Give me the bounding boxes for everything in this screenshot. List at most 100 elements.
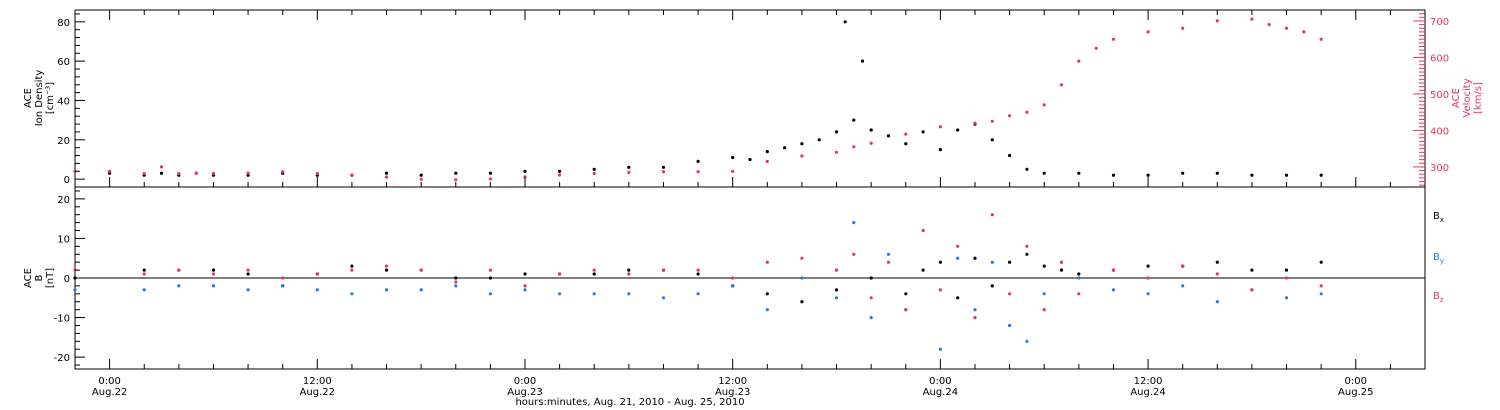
- bz-point: [315, 272, 319, 276]
- bz-point: [281, 276, 285, 280]
- magnetic-tick-label: -20: [54, 353, 70, 364]
- bz-point: [1077, 292, 1081, 296]
- velocity-tick-label: 500: [1430, 90, 1449, 101]
- velocity-point: [661, 170, 666, 174]
- velocity-point: [1215, 19, 1219, 23]
- velocity-point: [1077, 59, 1081, 63]
- by-point: [73, 288, 77, 292]
- density-point: [1284, 173, 1289, 177]
- density-point: [454, 171, 458, 175]
- bz-point: [973, 316, 977, 320]
- density-point: [384, 171, 389, 175]
- by-point: [1215, 300, 1219, 304]
- by-point: [419, 288, 423, 292]
- by-point: [592, 292, 596, 296]
- velocity-point: [938, 125, 943, 129]
- density-point: [886, 134, 891, 138]
- bz-point: [488, 268, 492, 272]
- velocity-point: [1181, 26, 1185, 30]
- velocity-axis-title-line-2: Velocity: [1462, 78, 1473, 117]
- density-point: [592, 167, 596, 171]
- density-tick-label: 40: [57, 96, 70, 107]
- bx-point: [765, 292, 769, 296]
- density-point: [488, 171, 492, 175]
- velocity-point: [1094, 46, 1098, 50]
- velocity-point: [315, 171, 319, 176]
- velocity-point: [281, 170, 285, 174]
- bx-point: [938, 260, 943, 264]
- magnetic-tick-label: -10: [54, 314, 70, 325]
- by-point: [350, 292, 354, 296]
- density-point: [1025, 167, 1029, 171]
- bz-point: [1215, 272, 1219, 276]
- velocity-point: [488, 177, 492, 181]
- legend-bx: Bx: [1433, 211, 1444, 224]
- date-tick-label: Aug.23: [715, 387, 750, 398]
- velocity-point: [558, 173, 562, 177]
- velocity-point: [108, 169, 112, 173]
- bz-point: [921, 228, 925, 233]
- by-point: [731, 284, 735, 288]
- density-point: [1008, 153, 1012, 158]
- velocity-point: [869, 141, 873, 145]
- velocity-point: [159, 165, 164, 169]
- bx-point: [869, 276, 873, 280]
- velocity-tick-label: 400: [1430, 126, 1449, 137]
- by-point: [1319, 292, 1323, 296]
- velocity-point: [1302, 30, 1306, 34]
- density-point: [990, 138, 994, 142]
- bz-point: [454, 280, 458, 284]
- date-tick-label: Aug.22: [300, 387, 335, 398]
- bz-point: [1284, 276, 1289, 280]
- bz-point: [211, 272, 216, 276]
- bz-point: [1111, 268, 1116, 272]
- by-point: [852, 221, 856, 225]
- velocity-point: [800, 154, 804, 158]
- bz-point: [1146, 276, 1150, 280]
- bz-point: [904, 308, 908, 312]
- bx-point: [592, 272, 596, 276]
- density-axis-title-line-3: [cm⁻³]: [45, 82, 56, 114]
- time-tick-label: 0:00: [929, 376, 951, 387]
- bx-point: [990, 284, 994, 288]
- density-point: [748, 157, 752, 162]
- bx-point: [1319, 260, 1323, 264]
- by-point: [1181, 284, 1185, 288]
- density-axis-title-line-2: Ion Density: [34, 70, 45, 127]
- bz-point: [765, 260, 769, 264]
- velocity-point: [419, 177, 423, 181]
- velocity-point: [1111, 37, 1116, 41]
- bz-point: [142, 272, 146, 276]
- by-point: [1146, 292, 1150, 296]
- bz-point: [869, 296, 873, 300]
- velocity-axis-title-line-1: ACE: [1451, 88, 1462, 108]
- velocity-tick-label: 600: [1430, 53, 1449, 64]
- velocity-point: [731, 169, 735, 173]
- density-point: [834, 130, 839, 134]
- density-point: [1181, 171, 1185, 175]
- velocity-point: [1059, 83, 1064, 87]
- by-point: [834, 296, 839, 300]
- time-tick-label: 0:00: [514, 376, 536, 387]
- time-tick-label: 0:00: [1345, 376, 1367, 387]
- density-point: [1042, 171, 1046, 175]
- velocity-point: [1008, 114, 1012, 118]
- bz-point: [1181, 264, 1185, 268]
- by-point: [886, 252, 891, 256]
- density-point: [921, 130, 925, 134]
- bz-point: [1319, 284, 1323, 288]
- bz-point: [886, 260, 891, 264]
- bx-point: [1215, 260, 1219, 264]
- velocity-axis-ticks: 300 400 500 600 700: [1413, 13, 1449, 186]
- velocity-point: [1267, 23, 1271, 27]
- by-point: [558, 292, 562, 296]
- bz-point: [246, 268, 250, 272]
- velocity-point: [246, 171, 250, 175]
- density-point: [419, 173, 423, 177]
- velocity-point: [177, 171, 181, 176]
- density-tick-label: 20: [57, 136, 70, 147]
- by-point: [454, 284, 458, 288]
- velocity-point: [1284, 26, 1289, 30]
- by-point: [1025, 339, 1029, 343]
- bx-point: [1025, 252, 1029, 256]
